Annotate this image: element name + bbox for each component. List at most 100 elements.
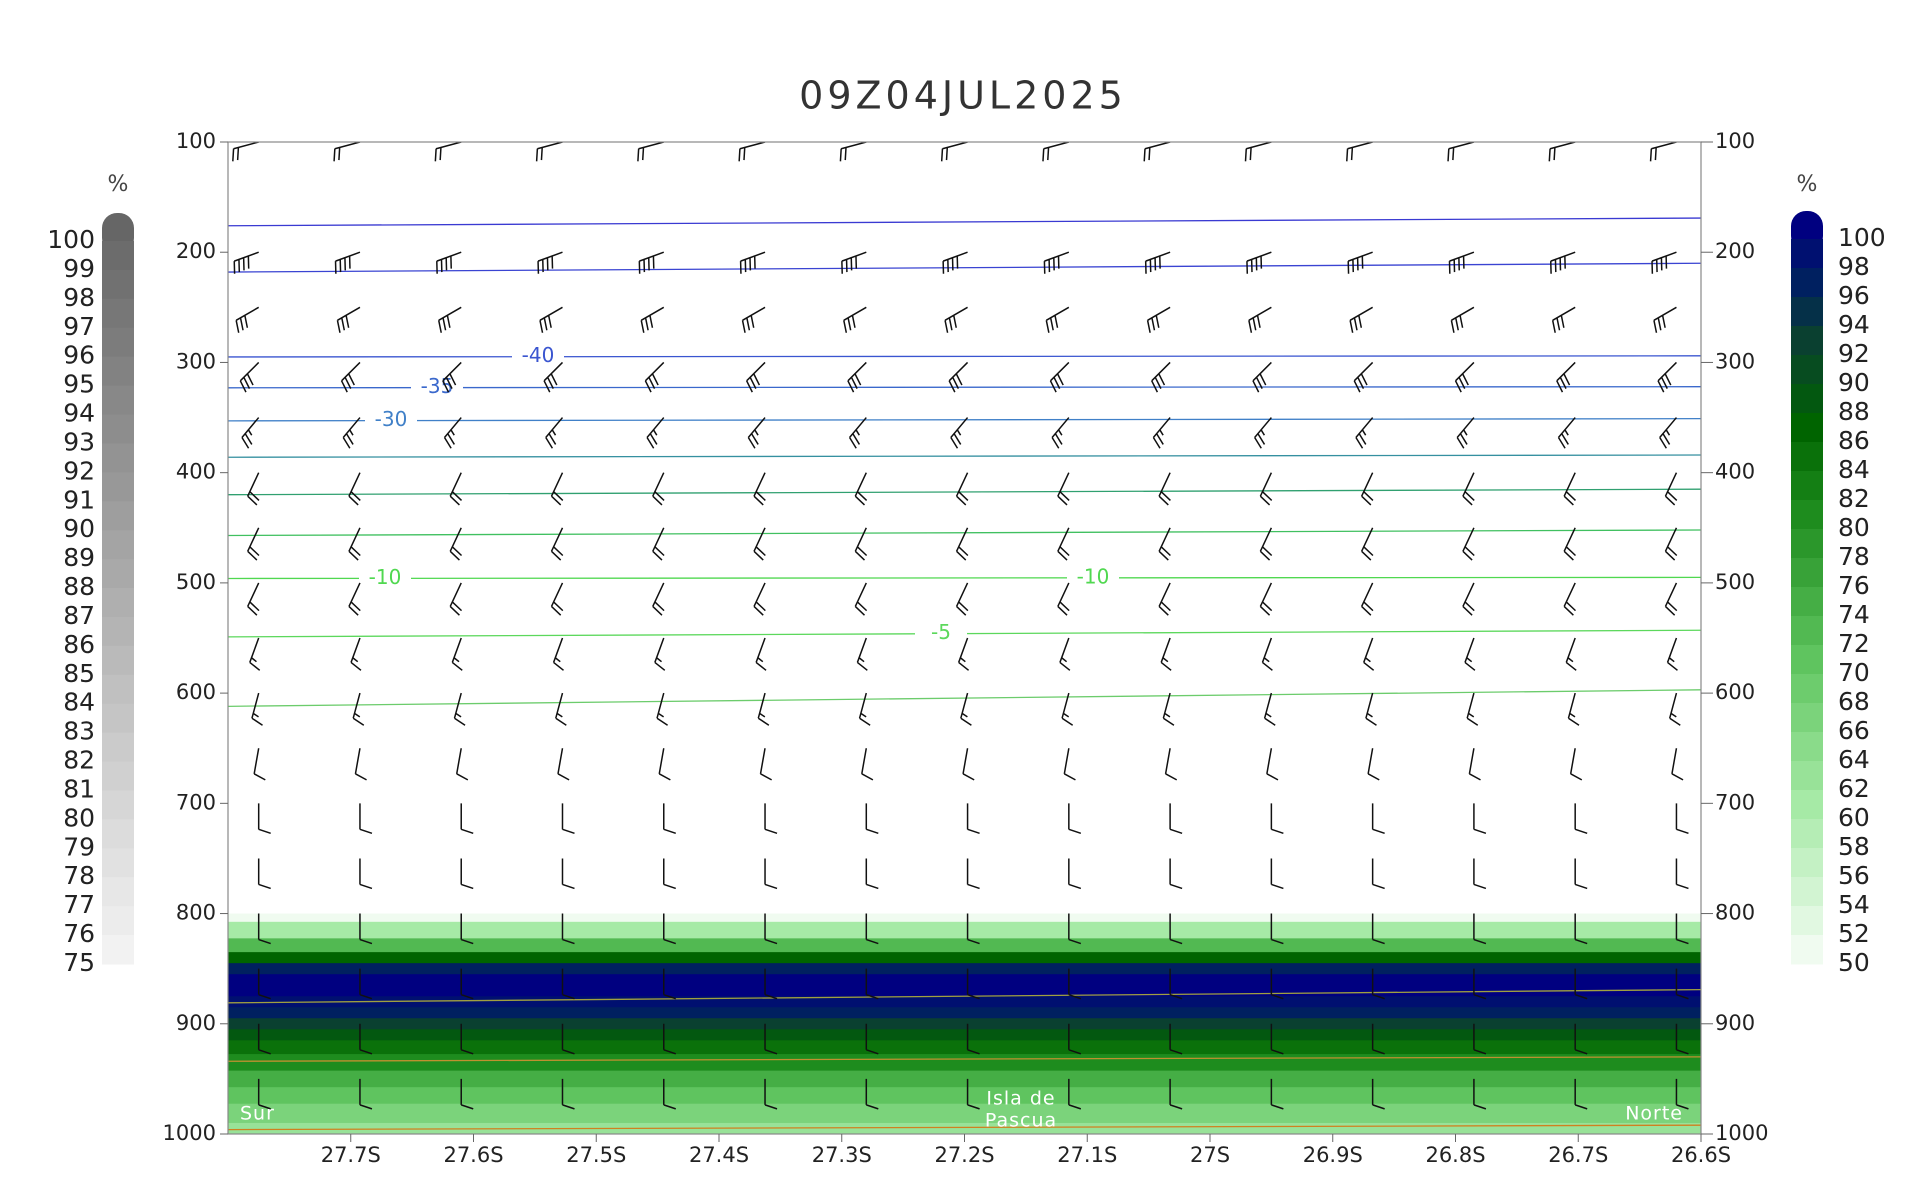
colorbar-label: 89 — [63, 543, 95, 572]
wind-barb — [1261, 637, 1273, 671]
contour-label-bg — [365, 410, 417, 431]
wind-barb — [764, 858, 778, 890]
x-tick-label: 27.1S — [1057, 1143, 1117, 1167]
y-tick-label: 700 — [176, 790, 216, 814]
colorbar-label: 98 — [1838, 252, 1870, 281]
wind-barb — [348, 472, 361, 506]
wind-barb — [561, 1078, 575, 1110]
wind-barb — [966, 803, 980, 835]
colorbar-segment — [102, 241, 134, 271]
colorbar-label: 90 — [1838, 368, 1870, 397]
colorbar-segment — [1791, 761, 1823, 791]
wind-barb — [1548, 142, 1576, 162]
wind-barb — [1464, 637, 1476, 671]
wind-barb — [1169, 858, 1183, 890]
y2-tick-label: 1000 — [1715, 1121, 1768, 1145]
wind-barb — [1675, 803, 1689, 835]
wind-barb — [333, 142, 361, 162]
colorbar-label: 81 — [63, 774, 95, 803]
wind-barb — [1169, 968, 1183, 1000]
colorbar-segment — [102, 443, 134, 473]
wind-barb — [460, 1023, 474, 1055]
temperature-contour — [228, 386, 1701, 389]
wind-barb — [359, 803, 373, 835]
colorbar-label: 56 — [1838, 861, 1870, 890]
wind-barb — [552, 637, 564, 671]
annotation: Norte — [1625, 1103, 1683, 1125]
wind-barb — [1270, 1078, 1284, 1110]
wind-barb — [449, 582, 463, 616]
wind-barb — [359, 968, 373, 1000]
wind-barb — [1259, 472, 1273, 506]
y-tick-label: 900 — [176, 1011, 216, 1035]
wind-barb — [1574, 1078, 1588, 1110]
wind-barb — [955, 582, 969, 616]
x-tick-label: 26.9S — [1303, 1143, 1363, 1167]
colorbar-unit: % — [1797, 172, 1818, 197]
y2-tick-label: 200 — [1715, 239, 1755, 263]
wind-barb — [753, 472, 766, 506]
wind-barb — [1371, 1078, 1385, 1110]
colorbar-segment — [1791, 587, 1823, 617]
x-tick-label: 27.3S — [812, 1143, 872, 1167]
y-tick-label: 100 — [176, 129, 216, 153]
wind-barb — [561, 1023, 575, 1055]
humidity-band — [228, 963, 1701, 975]
wind-barb — [257, 1078, 271, 1110]
contour-label-bg — [411, 377, 463, 398]
colorbar-segment — [1791, 442, 1823, 472]
overlay: 100 200 300 400 500 600 700 800 900 1000 100 200 300… — [47, 129, 1885, 1167]
colorbar-label: 80 — [1838, 513, 1870, 542]
annotation: Pascua — [985, 1110, 1057, 1132]
wind-barb — [1349, 306, 1374, 333]
wind-barb — [1143, 142, 1171, 162]
wind-barb — [359, 858, 373, 890]
wind-barb — [745, 361, 766, 393]
temperature-contour — [228, 262, 1701, 273]
wind-barb — [1450, 306, 1475, 333]
wind-barb — [654, 637, 666, 671]
wind-barb — [755, 637, 767, 671]
colorbar-segment — [102, 501, 134, 531]
colorbar-segment — [1791, 384, 1823, 414]
wind-barb — [1049, 361, 1070, 393]
temperature-contour — [228, 418, 1701, 422]
y2-tick-label: 800 — [1715, 901, 1755, 925]
wind-barb — [1454, 361, 1475, 393]
wind-barb — [1556, 361, 1576, 393]
wind-barb — [257, 858, 271, 890]
wind-barb — [1473, 803, 1487, 835]
colorbar-label: 75 — [63, 948, 95, 977]
colorbar-segment — [102, 906, 134, 936]
colorbar-segment — [102, 588, 134, 618]
wind-barb — [1473, 1023, 1487, 1055]
colorbar-segment — [1791, 500, 1823, 530]
wind-barb — [1270, 858, 1284, 890]
wind-barb — [557, 748, 570, 781]
colorbar-segment — [102, 559, 134, 589]
colorbar-label: 91 — [63, 485, 95, 514]
wind-barb — [1462, 527, 1475, 561]
colorbar-segment — [1791, 558, 1823, 588]
wind-barb — [1259, 582, 1273, 616]
temperature-contour — [228, 689, 1701, 707]
colorbar-label: 70 — [1838, 658, 1870, 687]
wind-barb — [1675, 913, 1689, 945]
wind-barb — [1563, 527, 1577, 561]
colorbar-label: 88 — [63, 572, 95, 601]
wind-barb — [460, 913, 474, 945]
x-tick-label: 27.7S — [321, 1143, 381, 1167]
wind-barb — [1473, 1078, 1487, 1110]
wind-barb — [663, 1023, 677, 1055]
temperature-contour — [228, 454, 1701, 458]
colorbar-segment — [1791, 674, 1823, 704]
wind-barb — [1574, 968, 1588, 1000]
wind-barb — [1355, 417, 1374, 449]
wind-barb — [1266, 748, 1279, 781]
y2-tick-label: 500 — [1715, 570, 1755, 594]
wind-barb — [340, 361, 361, 393]
wind-barb — [1353, 361, 1374, 393]
colorbar-label: 76 — [1838, 571, 1870, 600]
wind-barb — [865, 803, 879, 835]
wind-barb — [1051, 417, 1070, 449]
